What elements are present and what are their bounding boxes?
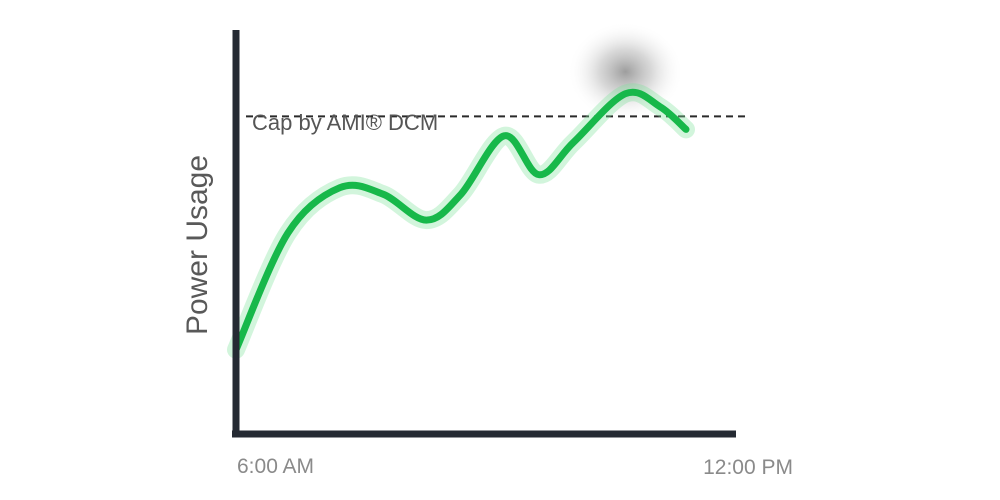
power-usage-series-line: [232, 88, 690, 354]
peak-highlight: [567, 21, 684, 122]
cap-label: Cap by AMI® DCM: [252, 110, 438, 135]
x-tick-label-start: 6:00 AM: [237, 455, 314, 478]
y-axis-label: Power Usage: [181, 155, 214, 335]
x-tick-label-end: 12:00 PM: [703, 456, 793, 479]
